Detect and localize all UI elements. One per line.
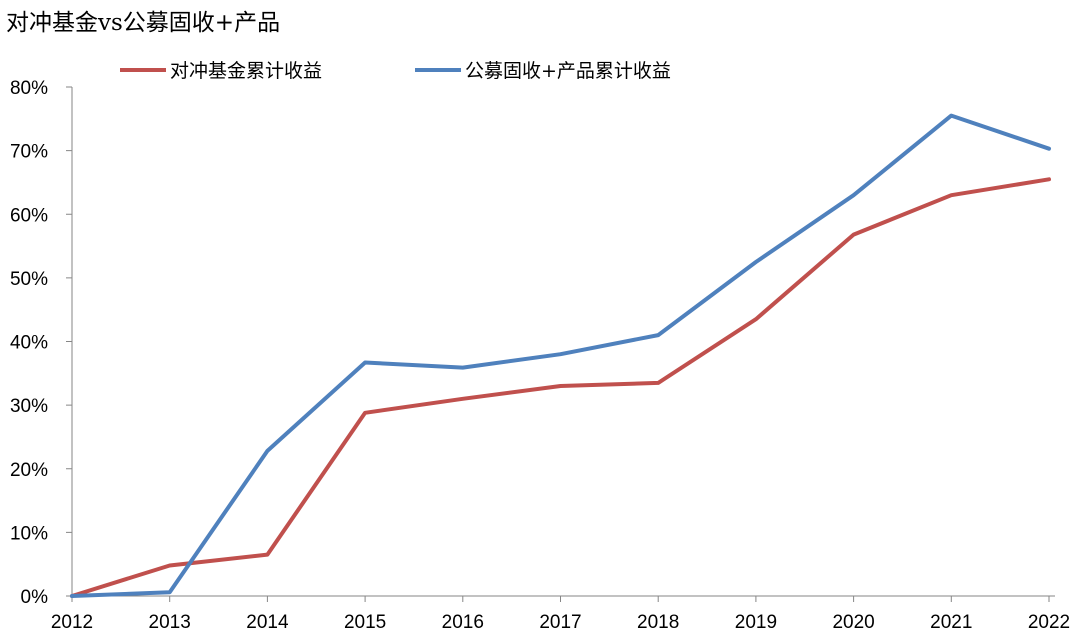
x-tick-label: 2021 bbox=[930, 612, 972, 633]
axes: 0% 10% 20% 30% 40% 50% 60% 70% 80% 2012 2013 2014 20… bbox=[10, 78, 1070, 633]
y-tick-label: 10% bbox=[10, 523, 48, 544]
series-line-1 bbox=[70, 113, 1051, 598]
series-line-0 bbox=[70, 177, 1051, 598]
series-layer bbox=[70, 113, 1051, 598]
x-tick-label: 2015 bbox=[344, 612, 386, 633]
y-tick-label: 20% bbox=[10, 460, 48, 481]
y-tick-label: 40% bbox=[10, 333, 48, 354]
y-tick-label: 30% bbox=[10, 396, 48, 417]
y-tick-label: 70% bbox=[10, 142, 48, 163]
x-tick-label: 2012 bbox=[51, 612, 93, 633]
y-tick-label: 60% bbox=[10, 205, 48, 226]
x-tick-label: 2016 bbox=[442, 612, 484, 633]
y-tick-label: 80% bbox=[10, 78, 48, 99]
legend-label: 对冲基金累计收益 bbox=[170, 60, 322, 82]
legend-label: 公募固收+产品累计收益 bbox=[465, 60, 671, 82]
y-tick-label: 50% bbox=[10, 269, 48, 290]
x-tick-label: 2020 bbox=[832, 612, 874, 633]
x-tick-label: 2014 bbox=[246, 612, 289, 633]
x-tick-label: 2018 bbox=[637, 612, 679, 633]
legend: 对冲基金累计收益 公募固收+产品累计收益 bbox=[120, 60, 671, 82]
x-tick-label: 2013 bbox=[149, 612, 191, 633]
x-tick-label: 2017 bbox=[539, 612, 581, 633]
y-tick-label: 0% bbox=[21, 587, 49, 608]
x-tick-label: 2019 bbox=[735, 612, 777, 633]
chart-title: 对冲基金vs公募固收+产品 bbox=[6, 10, 281, 36]
x-tick-label: 2022 bbox=[1028, 612, 1070, 633]
